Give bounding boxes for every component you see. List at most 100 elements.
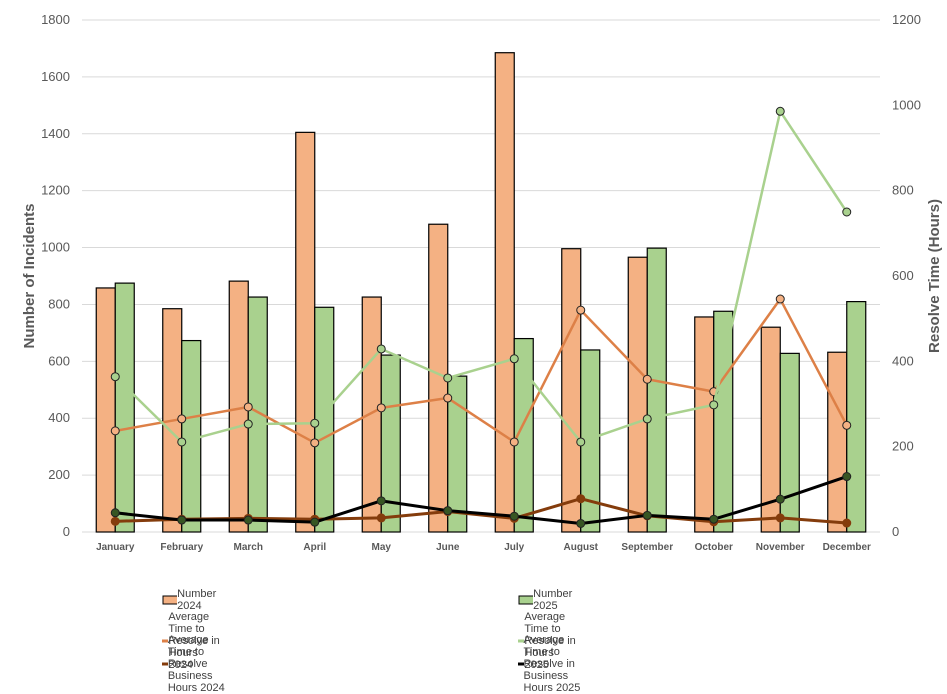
- line-point: [376, 496, 386, 506]
- category-label: December: [823, 542, 871, 553]
- right-tick-label: 1000: [892, 97, 921, 112]
- line-point: [110, 516, 120, 526]
- line-point: [177, 414, 187, 424]
- right-tick-label: 200: [892, 439, 914, 454]
- line-point: [443, 393, 453, 403]
- line-average-time-to-resolve-in-business-hours-2025: [115, 475, 848, 525]
- line-point: [775, 294, 785, 304]
- line-point: [243, 419, 253, 429]
- right-axis-title: Resolve Time (Hours): [926, 199, 943, 353]
- bar-number-2024: [561, 248, 582, 533]
- category-label: February: [160, 542, 203, 553]
- line-point: [642, 374, 652, 384]
- legend-label: Average Time to Resolve Business Hours 2…: [167, 634, 225, 694]
- bar-number-2025: [114, 282, 135, 533]
- lines: [110, 106, 852, 528]
- legend-swatch: [518, 639, 525, 643]
- legend-item: Average Time to Resolve in Hours 2025: [518, 611, 581, 671]
- line-point: [110, 372, 120, 382]
- bar-number-2025: [513, 337, 534, 533]
- legend-label: Average Time to Resolve in Business Hour…: [523, 634, 581, 694]
- left-tick-label: 1800: [41, 12, 70, 27]
- legend-item: Average Time to Resolve Business Hours 2…: [162, 634, 229, 694]
- line-point: [509, 437, 519, 447]
- line-point: [775, 494, 785, 504]
- line-point: [177, 515, 187, 525]
- category-label: June: [436, 542, 460, 553]
- line-point: [376, 513, 386, 523]
- line-point: [775, 513, 785, 523]
- line-point: [775, 106, 785, 116]
- category-label: August: [564, 542, 599, 553]
- category-label: May: [372, 542, 392, 553]
- bar-number-2024: [95, 287, 116, 533]
- line-point: [642, 510, 652, 520]
- bar-number-2025: [646, 247, 667, 533]
- line-point: [177, 437, 187, 447]
- left-tick-label: 200: [48, 467, 70, 482]
- line-point: [443, 506, 453, 516]
- line-point: [376, 344, 386, 354]
- left-axis-ticks: 0 200 400 600 800 1000 1200 1400 1600 1800: [41, 12, 70, 539]
- bar-number-2025: [713, 310, 734, 533]
- left-tick-label: 1400: [41, 126, 70, 141]
- left-axis-title: Number of Incidents: [21, 203, 38, 348]
- line-point: [842, 207, 852, 217]
- legend-label: Number 2025: [533, 588, 573, 612]
- line-point: [509, 354, 519, 364]
- line-point: [576, 437, 586, 447]
- legend-swatch: [162, 662, 168, 666]
- left-tick-label: 1200: [41, 183, 70, 198]
- legend-swatch: [518, 595, 534, 605]
- right-tick-label: 0: [892, 524, 899, 539]
- bar-number-2024: [361, 296, 382, 533]
- line-point: [110, 426, 120, 436]
- line-point: [842, 518, 852, 528]
- line-average-time-to-resolve-in-hours-2024: [115, 297, 848, 445]
- bar-number-2024: [627, 256, 648, 533]
- line-point: [576, 305, 586, 315]
- category-label: October: [695, 542, 733, 553]
- bars: [95, 52, 867, 533]
- line-point: [376, 403, 386, 413]
- bar-number-2024: [494, 52, 515, 533]
- combo-chart: 0 200 400 600 800 1000 1200 1400 1600 1800 0 200 40…: [21, 12, 943, 553]
- line-point: [443, 373, 453, 383]
- line-point: [243, 402, 253, 412]
- line-average-time-to-resolve-in-hours-2025: [114, 110, 848, 444]
- line-point: [310, 517, 320, 527]
- bar-number-2024: [694, 316, 715, 533]
- line-point: [243, 515, 253, 525]
- bar-number-2024: [295, 131, 316, 533]
- category-label: April: [303, 542, 326, 553]
- line-point: [509, 511, 519, 521]
- left-tick-label: 1600: [41, 69, 70, 84]
- bar-number-2025: [247, 296, 268, 533]
- line-point: [576, 494, 586, 504]
- line-point: [576, 518, 586, 528]
- line-point: [709, 400, 719, 410]
- category-label: September: [621, 542, 673, 553]
- left-tick-label: 800: [48, 296, 70, 311]
- right-tick-label: 1200: [892, 12, 921, 27]
- line-point: [642, 414, 652, 424]
- category-labels: January February March April May June July Augu…: [96, 542, 871, 553]
- bar-number-2025: [779, 352, 800, 533]
- legend-item: Average Time to Resolve in Business Hour…: [518, 634, 585, 694]
- line-point: [110, 508, 120, 518]
- legend-swatch: [518, 662, 524, 666]
- category-label: July: [504, 542, 524, 553]
- line-point: [842, 472, 852, 482]
- right-tick-label: 800: [892, 183, 914, 198]
- legend-swatch: [162, 595, 178, 605]
- right-tick-label: 600: [892, 268, 914, 283]
- legend-label: Average Time to Resolve in Hours 2024: [168, 611, 220, 671]
- category-label: March: [234, 542, 263, 553]
- legend-item: Average Time to Resolve in Hours 2024: [162, 611, 225, 671]
- gridlines: [82, 19, 880, 533]
- category-label: January: [96, 542, 135, 553]
- legend-item: Number 2024: [162, 588, 223, 612]
- legend-swatch: [162, 639, 169, 643]
- right-axis-ticks: 0 200 400 600 800 1000 1200: [892, 12, 921, 539]
- legend-label: Average Time to Resolve in Hours 2025: [524, 611, 576, 671]
